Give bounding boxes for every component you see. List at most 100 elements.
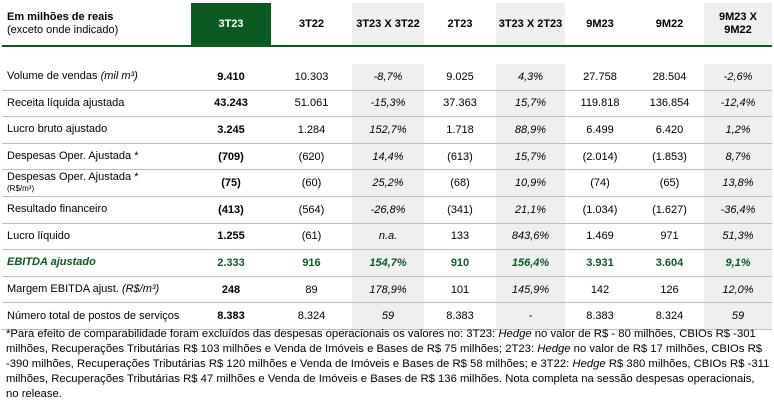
table-cell: 1.469 — [565, 223, 635, 251]
table-cell: 14,4% — [352, 143, 424, 171]
financial-table: Em milhões de reais (exceto onde indicad… — [2, 3, 772, 330]
table-row: Margem EBITDA ajust. (R$/m³) 248 89 178,9% 1… — [2, 276, 772, 304]
footnote-text: no valor de R$ - 80 milhões, CBIOs R$ -3… — [6, 328, 756, 355]
header-subtitle: (exceto onde indicado) — [7, 24, 119, 36]
row-label-unit: (R$/m³) — [7, 184, 35, 194]
table-cell: 2.333 — [191, 249, 271, 277]
row-label: EBITDA ajustado — [2, 249, 191, 277]
table-cell: 971 — [635, 223, 704, 251]
table-cell: 37.363 — [424, 90, 496, 118]
row-label-text: Lucro líquido — [7, 229, 70, 242]
table-cell: 8.383 — [191, 302, 271, 330]
table-row: Despesas Oper. Ajustada * (709) (620) 14,4%… — [2, 143, 772, 171]
table-cell: (60) — [271, 169, 352, 197]
table-cell: 15,7% — [496, 90, 565, 118]
table-cell: (75) — [191, 169, 271, 197]
footnote: *Para efeito de comparabilidade foram ex… — [6, 327, 770, 402]
footnote-text: Hedge — [498, 328, 532, 340]
column-header: 9M23 — [565, 3, 635, 47]
table-cell: (413) — [191, 196, 271, 224]
row-label-text: Receita líquida ajustada — [7, 96, 125, 109]
table-cell: 15,7% — [496, 143, 565, 171]
row-label-text: Resultado financeiro — [7, 203, 108, 216]
table-cell: 12,0% — [704, 276, 772, 304]
footnote-text: *Para efeito de comparabilidade foram ex… — [6, 328, 499, 340]
table-cell: (65) — [635, 169, 704, 197]
table-cell: 145,9% — [496, 276, 565, 304]
table-cell: 154,7% — [352, 249, 424, 277]
table-cell: 88,9% — [496, 116, 565, 144]
table-cell: 10,9% — [496, 169, 565, 197]
row-label-text: Lucro bruto ajustado — [7, 123, 108, 136]
header-row: Em milhões de reais (exceto onde indicad… — [2, 3, 772, 47]
table-cell: (620) — [271, 143, 352, 171]
table-cell: 3.931 — [565, 249, 635, 277]
row-label-text: Número total de postos de serviços — [7, 309, 180, 322]
table-cell: 8.383 — [424, 302, 496, 330]
row-label-text: Volume de vendas — [7, 70, 98, 83]
column-header: 2T23 — [424, 3, 496, 47]
table-cell: 133 — [424, 223, 496, 251]
table-row: Lucro líquido 1.255 (61) n.a. 133 843,6% 1.469… — [2, 223, 772, 251]
footnote-text: Hedge — [572, 358, 606, 370]
table-cell: n.a. — [352, 223, 424, 251]
table-cell: 156,4% — [496, 249, 565, 277]
table-cell: (74) — [565, 169, 635, 197]
table-cell: -36,4% — [704, 196, 772, 224]
table-cell: -26,8% — [352, 196, 424, 224]
table-cell: 1.255 — [191, 223, 271, 251]
row-label-text: Despesas Oper. Ajustada * — [7, 171, 139, 184]
column-header: 3T23 X 3T22 — [352, 3, 424, 47]
table-cell: 8.383 — [565, 302, 635, 330]
table-row: Volume de vendas (mil m³) 9.410 10.303 -8,7… — [2, 64, 772, 91]
table-cell: 1.284 — [271, 116, 352, 144]
table-cell: 4,3% — [496, 64, 565, 91]
table-cell: 101 — [424, 276, 496, 304]
table-cell: 9,1% — [704, 249, 772, 277]
table-cell: (613) — [424, 143, 496, 171]
table-cell: 119.818 — [565, 90, 635, 118]
table-row: Resultado financeiro (413) (564) -26,8% (341… — [2, 196, 772, 224]
table-cell: 6.499 — [565, 116, 635, 144]
table-cell: -8,7% — [352, 64, 424, 91]
column-header: 3T23 X 2T23 — [496, 3, 565, 47]
table-cell: - — [496, 302, 565, 330]
row-label-text: Despesas Oper. Ajustada * — [7, 150, 139, 163]
header-title: Em milhões de reais — [7, 11, 114, 23]
table-cell: 51,3% — [704, 223, 772, 251]
table-cell: 89 — [271, 276, 352, 304]
table-row: Número total de postos de serviços 8.383 8… — [2, 302, 772, 330]
column-header: 9M22 — [635, 3, 704, 47]
table-cell: (61) — [271, 223, 352, 251]
table-cell: 21,1% — [496, 196, 565, 224]
table-cell: 10.303 — [271, 64, 352, 91]
table-cell: 152,7% — [352, 116, 424, 144]
footnote-text: R$ 380 milhões, CBIOs R$ -311 milhões, R… — [6, 358, 770, 400]
table-cell: 9.025 — [424, 64, 496, 91]
table-cell: 843,6% — [496, 223, 565, 251]
row-label: Receita líquida ajustada — [2, 90, 191, 118]
table-cell: -2,6% — [704, 64, 772, 91]
table-cell: 43.243 — [191, 90, 271, 118]
table-cell: 1,2% — [704, 116, 772, 144]
table-cell: 59 — [704, 302, 772, 330]
row-label: Margem EBITDA ajust. (R$/m³) — [2, 276, 191, 304]
table-cell: (564) — [271, 196, 352, 224]
table-cell: 13,8% — [704, 169, 772, 197]
table-cell: 25,2% — [352, 169, 424, 197]
table-cell: 8.324 — [635, 302, 704, 330]
footnote-text: no valor de R$ 17 milhões, CBIOs R$ -390… — [6, 343, 763, 370]
table-cell: 126 — [635, 276, 704, 304]
table-cell: -15,3% — [352, 90, 424, 118]
table-cell: 8.324 — [271, 302, 352, 330]
table-cell: 910 — [424, 249, 496, 277]
table-cell: (341) — [424, 196, 496, 224]
table-cell: 916 — [271, 249, 352, 277]
table-row: Despesas Oper. Ajustada * (R$/m³) (75) (60)… — [2, 169, 772, 197]
table-cell: 9.410 — [191, 64, 271, 91]
table-cell: 178,9% — [352, 276, 424, 304]
table-cell: 27.758 — [565, 64, 635, 91]
row-label-unit: (mil m³) — [100, 70, 138, 83]
row-label: Número total de postos de serviços — [2, 302, 191, 330]
row-label: Resultado financeiro — [2, 196, 191, 224]
